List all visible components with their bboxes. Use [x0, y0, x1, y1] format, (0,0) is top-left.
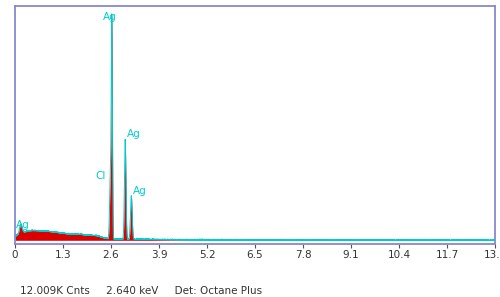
Text: Cl: Cl	[96, 170, 106, 181]
Text: Ag: Ag	[16, 220, 30, 230]
Text: 12.009K Cnts     2.640 keV     Det: Octane Plus: 12.009K Cnts 2.640 keV Det: Octane Plus	[20, 285, 262, 296]
Text: Ag: Ag	[126, 129, 140, 139]
Text: Ag: Ag	[133, 186, 146, 196]
Text: Ag: Ag	[103, 12, 117, 22]
